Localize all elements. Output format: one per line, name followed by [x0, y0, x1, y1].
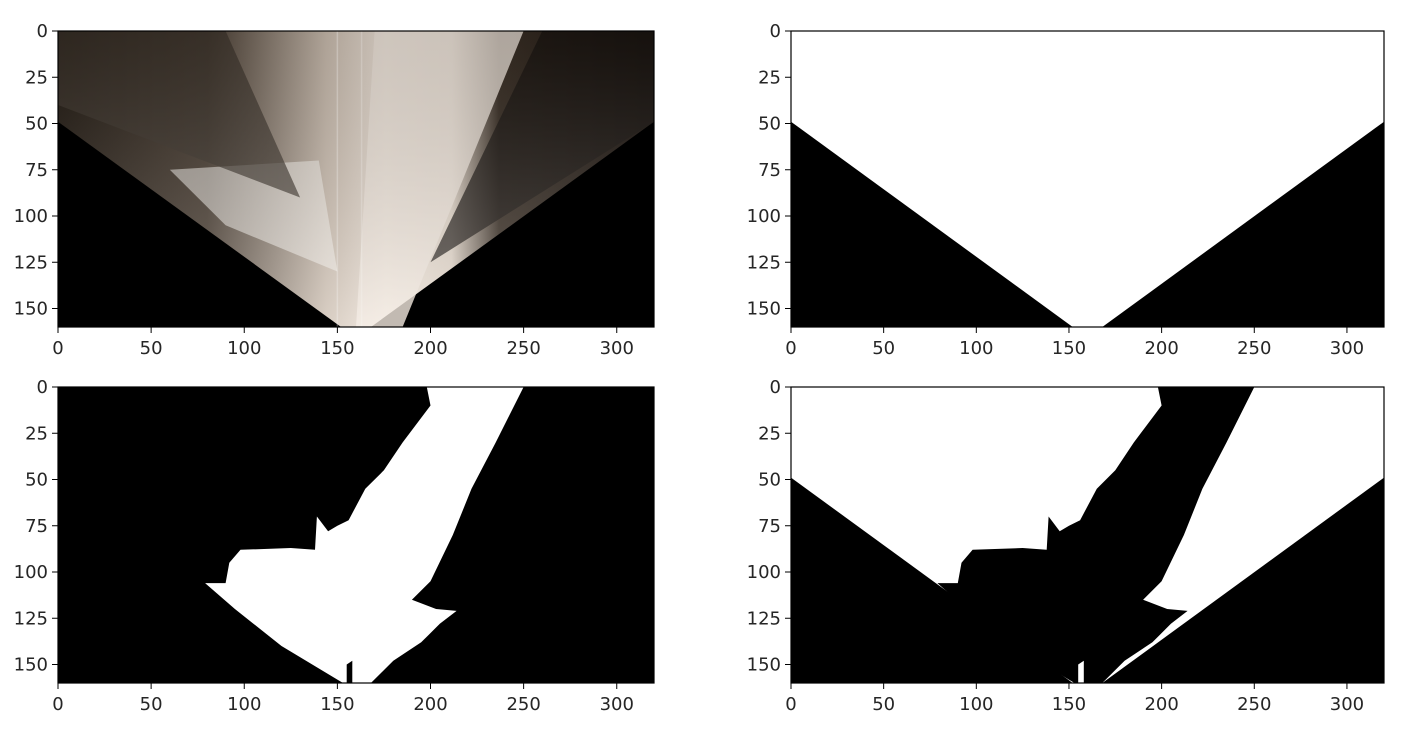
y-tick-label: 100	[747, 206, 781, 227]
y-tick-label: 75	[25, 160, 48, 181]
x-tick-label: 100	[227, 338, 261, 359]
fov-mask-panel: 0 50 100 150 200 250 300 0 25 50 75 100 125 150	[747, 21, 1385, 359]
x-tick-label: 250	[506, 694, 540, 715]
y-tick-label: 0	[770, 377, 781, 398]
y-tick-label: 150	[14, 655, 48, 676]
x-tick-label: 100	[959, 694, 993, 715]
y-tick-label: 150	[14, 299, 48, 320]
x-tick-label: 50	[140, 694, 163, 715]
x-tick-label: 0	[785, 694, 796, 715]
x-tick-label: 150	[1052, 694, 1086, 715]
y-tick-label: 125	[747, 252, 781, 273]
road-speckle	[397, 564, 409, 578]
axes-frame	[57, 386, 655, 684]
mask-right-region	[1102, 121, 1384, 327]
y-tick-label: 125	[14, 252, 48, 273]
image-content	[791, 387, 1384, 683]
y-tick-label: 50	[758, 470, 781, 491]
y-tick-label: 100	[14, 562, 48, 583]
y-tick-label: 50	[25, 114, 48, 135]
y-tick-label: 25	[758, 423, 781, 444]
road-threshold-panel: 0 50 100 150 200 250 300 0 25 50 75 100 125 150	[14, 377, 655, 715]
y-tick-label: 100	[747, 562, 781, 583]
x-tick-label: 200	[1144, 338, 1178, 359]
y-tick-label: 0	[37, 377, 48, 398]
x-tick-label: 50	[872, 694, 895, 715]
axes-frame	[790, 30, 1385, 328]
x-tick-label: 50	[872, 338, 895, 359]
y-tick-label: 75	[25, 516, 48, 537]
x-tick-label: 300	[1330, 694, 1364, 715]
image-content	[58, 31, 654, 327]
y-tick-label: 50	[25, 470, 48, 491]
road-gap	[1078, 660, 1084, 683]
x-tick-label: 300	[1330, 338, 1364, 359]
x-tick-label: 100	[227, 694, 261, 715]
x-tick-label: 50	[140, 338, 163, 359]
y-tick-label: 75	[758, 160, 781, 181]
x-tick-label: 300	[600, 338, 634, 359]
axes-frame	[57, 30, 655, 328]
y-tick-label: 75	[758, 516, 781, 537]
road-region	[205, 387, 524, 683]
image-content	[58, 387, 654, 683]
x-tick-label: 200	[1144, 694, 1178, 715]
mask-left-region	[791, 121, 1073, 327]
y-tick-label: 0	[770, 21, 781, 42]
x-tick-label: 100	[959, 338, 993, 359]
warped-image-panel: 0 50 100 150 200 250 300 0 25 50 75 100 125 150	[14, 21, 655, 359]
y-tick-label: 125	[14, 608, 48, 629]
x-tick-label: 150	[320, 694, 354, 715]
y-tick-label: 25	[758, 67, 781, 88]
x-tick-label: 150	[320, 338, 354, 359]
y-tick-label: 25	[25, 423, 48, 444]
road-gap	[346, 660, 353, 683]
y-tick-label: 125	[747, 608, 781, 629]
y-tick-label: 100	[14, 206, 48, 227]
axes-frame	[790, 386, 1385, 684]
obstacle-map-panel: 0 50 100 150 200 250 300 0 25 50 75 100 125 150	[747, 377, 1385, 715]
y-tick-label: 150	[747, 655, 781, 676]
x-tick-label: 250	[506, 338, 540, 359]
mask-right-region	[1102, 477, 1384, 683]
image-content	[791, 31, 1384, 327]
x-tick-label: 200	[413, 694, 447, 715]
road-region	[937, 387, 1255, 683]
y-tick-label: 0	[37, 21, 48, 42]
x-tick-label: 0	[52, 694, 63, 715]
x-tick-label: 200	[413, 338, 447, 359]
x-tick-label: 0	[52, 338, 63, 359]
y-tick-label: 150	[747, 299, 781, 320]
y-tick-label: 50	[758, 114, 781, 135]
x-tick-label: 300	[600, 694, 634, 715]
shading-overlay	[58, 31, 654, 327]
x-tick-label: 0	[785, 338, 796, 359]
x-tick-label: 250	[1237, 338, 1271, 359]
y-tick-label: 25	[25, 67, 48, 88]
x-tick-label: 250	[1237, 694, 1271, 715]
x-tick-label: 150	[1052, 338, 1086, 359]
